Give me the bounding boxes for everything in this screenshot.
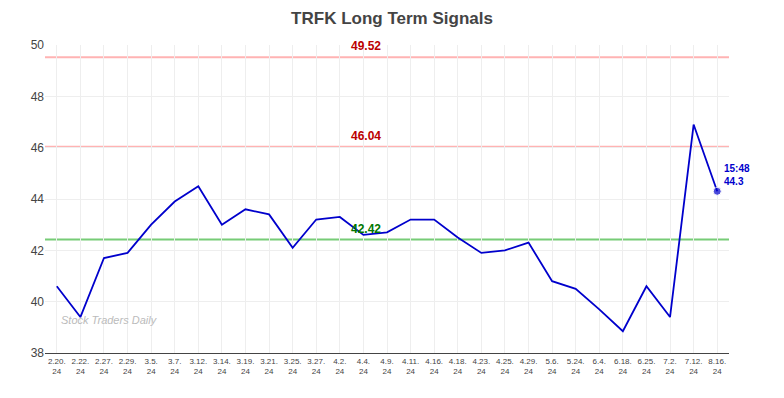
svg-text:46.04: 46.04	[351, 129, 381, 143]
svg-text:44: 44	[31, 192, 45, 206]
svg-text:6.18.24: 6.18.24	[614, 357, 632, 376]
svg-text:4.9.24: 4.9.24	[380, 357, 393, 376]
svg-text:3.14.24: 3.14.24	[213, 357, 231, 376]
svg-text:3.27.24: 3.27.24	[307, 357, 325, 376]
svg-text:4.25.24: 4.25.24	[496, 357, 514, 376]
svg-text:42: 42	[31, 244, 45, 258]
svg-text:38: 38	[31, 346, 45, 360]
svg-text:4.23.24: 4.23.24	[472, 357, 490, 376]
svg-text:4.16.24: 4.16.24	[425, 357, 443, 376]
svg-text:TRFK Long Term Signals: TRFK Long Term Signals	[291, 9, 493, 28]
svg-text:3.12.24: 3.12.24	[189, 357, 207, 376]
svg-text:5.24.24: 5.24.24	[567, 357, 585, 376]
svg-text:4.4.24: 4.4.24	[357, 357, 370, 376]
svg-text:40: 40	[31, 295, 45, 309]
svg-text:3.21.24: 3.21.24	[260, 357, 278, 376]
svg-text:4.11.24: 4.11.24	[402, 357, 419, 376]
svg-text:6.4.24: 6.4.24	[593, 357, 606, 376]
svg-text:48: 48	[31, 90, 45, 104]
svg-text:2.22.24: 2.22.24	[71, 357, 89, 376]
svg-text:3.7.24: 3.7.24	[168, 357, 181, 376]
svg-text:Stock Traders Daily: Stock Traders Daily	[61, 314, 158, 326]
svg-text:42.42: 42.42	[351, 222, 381, 236]
svg-text:15:4844.3: 15:4844.3	[724, 163, 750, 187]
svg-text:2.29.24: 2.29.24	[119, 357, 137, 376]
svg-text:2.27.24: 2.27.24	[95, 357, 113, 376]
svg-text:8.16.24: 8.16.24	[708, 357, 726, 376]
svg-text:4.2.24: 4.2.24	[333, 357, 346, 376]
svg-text:3.25.24: 3.25.24	[284, 357, 302, 376]
svg-text:4.29.24: 4.29.24	[520, 357, 538, 376]
svg-text:46: 46	[31, 141, 45, 155]
svg-text:49.52: 49.52	[351, 39, 381, 53]
svg-text:4.18.24: 4.18.24	[449, 357, 467, 376]
svg-text:7.2.24: 7.2.24	[663, 357, 676, 376]
svg-text:6.25.24: 6.25.24	[638, 357, 656, 376]
svg-text:3.5.24: 3.5.24	[144, 357, 157, 376]
svg-text:7.12.24: 7.12.24	[685, 357, 703, 376]
svg-text:3.19.24: 3.19.24	[237, 357, 255, 376]
svg-text:5.6.24: 5.6.24	[545, 357, 558, 376]
svg-text:2.20.24: 2.20.24	[48, 357, 66, 376]
svg-text:50: 50	[31, 38, 45, 52]
